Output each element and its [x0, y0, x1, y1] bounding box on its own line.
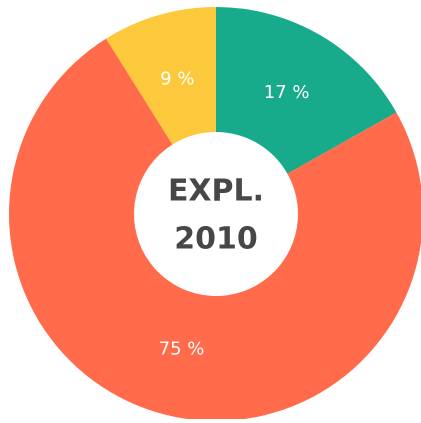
donut-slice: [216, 7, 397, 174]
center-text: 2010: [174, 222, 258, 257]
donut-slice: [106, 7, 216, 145]
slice-label: 17 %: [264, 82, 310, 103]
slice-label: 75 %: [159, 339, 205, 360]
slice-label: 9 %: [160, 68, 194, 89]
donut-slice: [9, 38, 421, 421]
center-text: EXPL.: [168, 174, 264, 209]
